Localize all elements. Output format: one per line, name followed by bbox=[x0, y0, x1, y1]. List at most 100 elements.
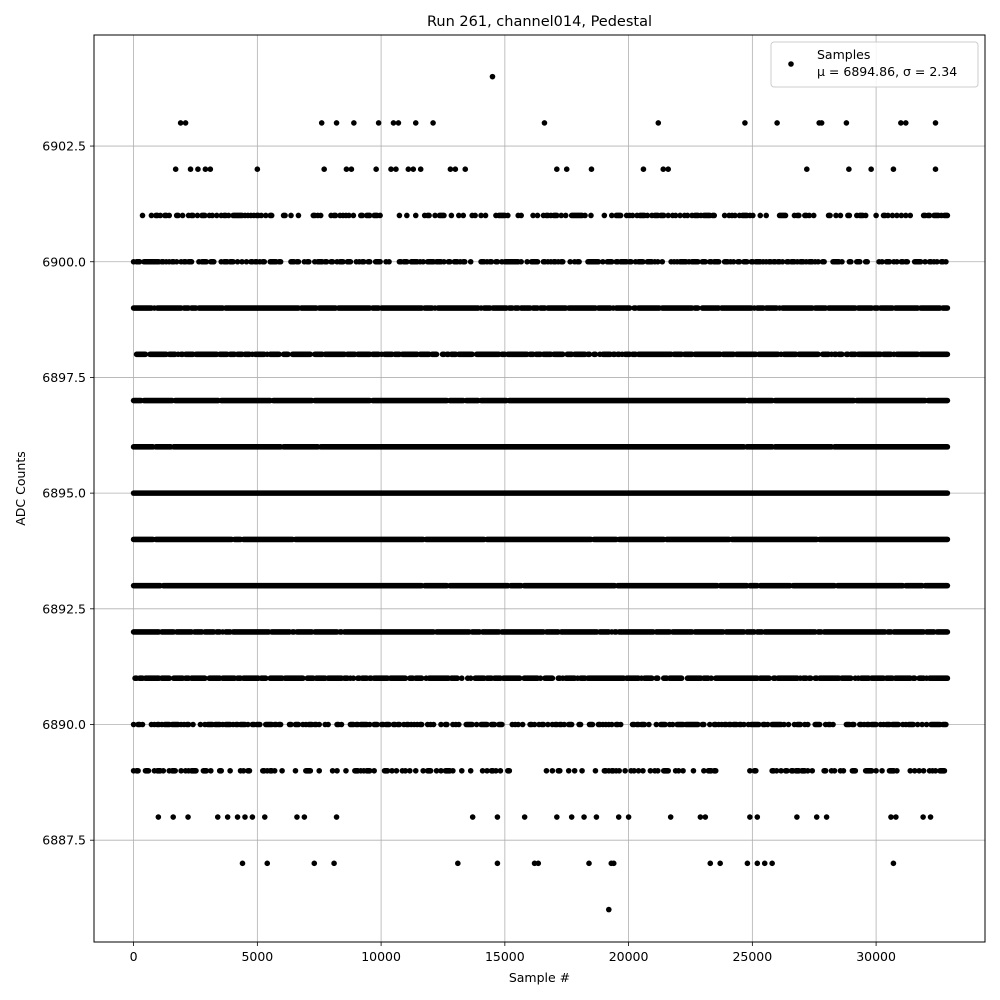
sample-point bbox=[170, 814, 176, 820]
sample-point bbox=[430, 120, 436, 126]
sample-point bbox=[667, 814, 674, 820]
sample-point bbox=[932, 166, 939, 172]
sample-point bbox=[254, 166, 261, 172]
y-tick-label: 6897.5 bbox=[42, 370, 86, 385]
legend: Samples μ = 6894.86, σ = 2.34 bbox=[770, 41, 979, 88]
sample-point bbox=[333, 814, 340, 820]
sample-point bbox=[625, 814, 632, 820]
sample-point bbox=[182, 120, 189, 126]
sample-point bbox=[202, 166, 209, 172]
x-tick-label: 20000 bbox=[609, 949, 649, 964]
sample-point bbox=[761, 860, 768, 867]
sample-point bbox=[321, 166, 327, 172]
sample-point bbox=[301, 814, 308, 820]
x-axis-ticks: 0 5000 10000 15000 20000 25000 30000 bbox=[130, 942, 896, 964]
plot-frame bbox=[93, 34, 986, 943]
sample-point bbox=[388, 166, 394, 172]
sample-point bbox=[410, 166, 417, 172]
sample-point bbox=[554, 166, 560, 172]
legend-label: Samples bbox=[817, 47, 870, 62]
sample-point bbox=[610, 860, 617, 867]
legend-box bbox=[770, 41, 979, 88]
sample-point bbox=[224, 814, 231, 820]
sample-point bbox=[489, 73, 496, 80]
sample-point bbox=[494, 814, 501, 820]
sample-point bbox=[888, 814, 894, 820]
sample-point bbox=[890, 166, 897, 172]
sample-point bbox=[593, 814, 600, 820]
sample-point bbox=[343, 166, 350, 172]
sample-point bbox=[207, 166, 214, 172]
sample-point bbox=[774, 120, 780, 126]
sample-point bbox=[563, 166, 570, 172]
sample-point bbox=[588, 166, 595, 172]
y-tick-label: 6887.5 bbox=[42, 833, 86, 848]
sample-point bbox=[333, 120, 340, 126]
sample-point bbox=[818, 120, 825, 126]
sample-point bbox=[318, 120, 325, 126]
x-tick-label: 10000 bbox=[361, 949, 401, 964]
sample-point bbox=[395, 120, 402, 126]
sample-point bbox=[462, 166, 469, 172]
sample-point bbox=[660, 166, 667, 172]
sample-point bbox=[261, 814, 268, 820]
sample-point bbox=[155, 814, 162, 820]
sample-point bbox=[846, 166, 852, 172]
sample-point bbox=[554, 814, 560, 820]
chart-title: Run 261, channel014, Pedestal bbox=[427, 14, 652, 30]
sample-point bbox=[744, 860, 751, 867]
sample-point bbox=[697, 814, 704, 820]
sample-point bbox=[640, 166, 647, 172]
sample-point bbox=[794, 814, 800, 820]
sample-point bbox=[294, 814, 300, 820]
sample-point bbox=[581, 814, 587, 820]
sample-point bbox=[655, 120, 662, 126]
y-axis-label: ADC Counts bbox=[13, 451, 28, 526]
sample-point bbox=[606, 906, 612, 913]
sample-point bbox=[373, 166, 379, 172]
sample-point bbox=[417, 166, 424, 172]
sample-point bbox=[264, 860, 271, 867]
sample-point bbox=[331, 860, 337, 867]
sample-point bbox=[177, 120, 184, 126]
sample-point bbox=[172, 166, 179, 172]
sample-point bbox=[348, 166, 355, 172]
sample-point bbox=[586, 860, 592, 867]
sample-point bbox=[311, 860, 318, 867]
sample-point bbox=[823, 814, 830, 820]
sample-point bbox=[843, 120, 850, 126]
sample-point bbox=[452, 166, 459, 172]
sample-point bbox=[804, 166, 810, 172]
sample-point bbox=[521, 814, 528, 820]
sample-point bbox=[185, 814, 191, 820]
sample-point bbox=[447, 166, 454, 172]
sample-point bbox=[707, 860, 714, 867]
sample-point bbox=[187, 166, 194, 172]
sample-point bbox=[195, 166, 201, 172]
y-tick-label: 6900.0 bbox=[42, 254, 86, 269]
sample-point bbox=[405, 166, 412, 172]
sample-point bbox=[239, 860, 246, 867]
data-points bbox=[130, 73, 951, 913]
sample-point bbox=[665, 166, 671, 172]
sample-point bbox=[747, 814, 753, 820]
sample-point bbox=[234, 814, 241, 820]
sample-point bbox=[249, 814, 256, 820]
sample-point bbox=[412, 120, 419, 126]
y-tick-label: 6895.0 bbox=[42, 486, 86, 501]
sample-point bbox=[890, 860, 897, 867]
sample-point bbox=[754, 814, 761, 820]
y-axis-ticks: 6887.5 6890.0 6892.5 6895.0 6897.5 6900.0 6902… bbox=[42, 139, 94, 848]
sample-point bbox=[469, 814, 476, 820]
x-tick-label: 15000 bbox=[485, 949, 525, 964]
sample-point bbox=[455, 860, 461, 867]
sample-point bbox=[541, 120, 548, 126]
sample-point bbox=[494, 860, 501, 867]
sample-point bbox=[903, 120, 909, 126]
x-tick-label: 0 bbox=[130, 949, 138, 964]
sample-point bbox=[702, 814, 709, 820]
sample-point bbox=[813, 814, 820, 820]
sample-point bbox=[898, 120, 904, 126]
